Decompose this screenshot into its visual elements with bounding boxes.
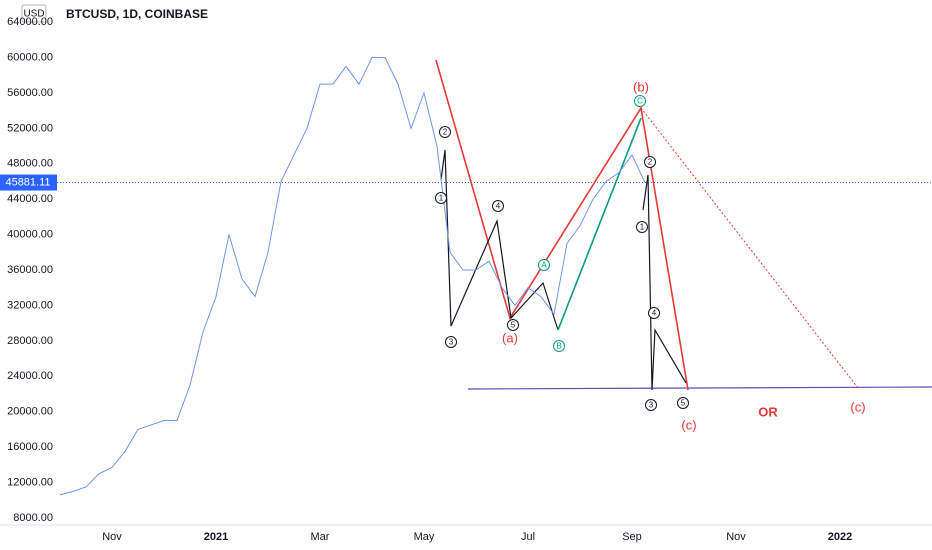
y-tick-label: 44000.00: [7, 193, 53, 205]
wave-label: C: [637, 97, 643, 106]
wave-label-circle: [634, 95, 646, 107]
support-line: [467, 386, 932, 390]
y-tick-label: 32000.00: [7, 299, 53, 311]
y-tick-label: 52000.00: [7, 122, 53, 134]
wave-label-circle: [435, 192, 447, 204]
y-tick-label: 12000.00: [7, 476, 53, 488]
wave-label: (a): [502, 330, 518, 345]
price-line: [59, 57, 646, 496]
x-tick-label: Mar: [311, 531, 330, 543]
wave-label: (c): [681, 417, 696, 432]
chart-title: BTCUSD, 1D, COINBASE: [66, 7, 208, 21]
y-tick-label: 8000.00: [13, 512, 53, 524]
y-tick-label: 48000.00: [7, 158, 53, 170]
wave-label: 4: [652, 309, 657, 318]
wave-label-circle: [445, 336, 457, 348]
y-tick-label: 40000.00: [7, 229, 53, 241]
y-tick-label: 20000.00: [7, 406, 53, 418]
wave-label: (b): [633, 79, 649, 94]
y-tick-label: 16000.00: [7, 441, 53, 453]
y-tick-label: 28000.00: [7, 335, 53, 347]
wave-label: B: [556, 342, 561, 351]
x-tick-label: 2021: [204, 531, 228, 543]
wave-label-circle: [648, 307, 660, 319]
wave-label: A: [541, 261, 547, 270]
wave-label: 3: [449, 338, 454, 347]
currency-box: [21, 4, 47, 23]
wave-label-circle: [636, 221, 648, 233]
x-tick-label: 2022: [828, 531, 852, 543]
x-tick-label: Sep: [622, 531, 642, 543]
wave-label-circle: [538, 259, 550, 271]
wave-label: 5: [511, 321, 516, 330]
wave-label: 4: [496, 202, 501, 211]
y-tick-label: 64000.00: [7, 16, 53, 28]
wave-label: 2: [443, 128, 448, 137]
wave-label: 5: [681, 399, 686, 408]
wave-label-circle: [677, 397, 689, 409]
red-wave: [435, 59, 689, 391]
wave-label-circle: [439, 126, 451, 138]
wave-label-circle: [507, 319, 519, 331]
wave-label: 1: [439, 194, 444, 203]
wave-label: 2: [648, 158, 653, 167]
y-tick-label: 36000.00: [7, 264, 53, 276]
y-tick-label: 24000.00: [7, 370, 53, 382]
wave-label-circle: [644, 156, 656, 168]
wave-label-circle: [492, 200, 504, 212]
wave-label-circle: [553, 340, 565, 352]
teal-wave: [557, 117, 642, 331]
last-price-box: [0, 174, 57, 191]
x-tick-label: Jul: [521, 531, 535, 543]
wave-drawings: [435, 59, 932, 391]
x-tick-label: May: [414, 531, 435, 543]
wave-label: 1: [640, 223, 645, 232]
black-wave-2: [642, 174, 687, 391]
y-tick-label: 56000.00: [7, 87, 53, 99]
wave-label: 3: [649, 401, 654, 410]
wave-label: (c): [850, 399, 865, 414]
currency: USD: [23, 9, 44, 20]
y-tick-label: 60000.00: [7, 51, 53, 63]
wave-label-circle: [645, 399, 657, 411]
red-dotted-wave: [640, 107, 859, 389]
x-tick-label: Nov: [102, 531, 122, 543]
black-wave: [440, 149, 559, 331]
x-tick-label: Nov: [726, 531, 746, 543]
last-price-label: 45881.11: [5, 176, 50, 188]
wave-label: OR: [758, 404, 778, 419]
